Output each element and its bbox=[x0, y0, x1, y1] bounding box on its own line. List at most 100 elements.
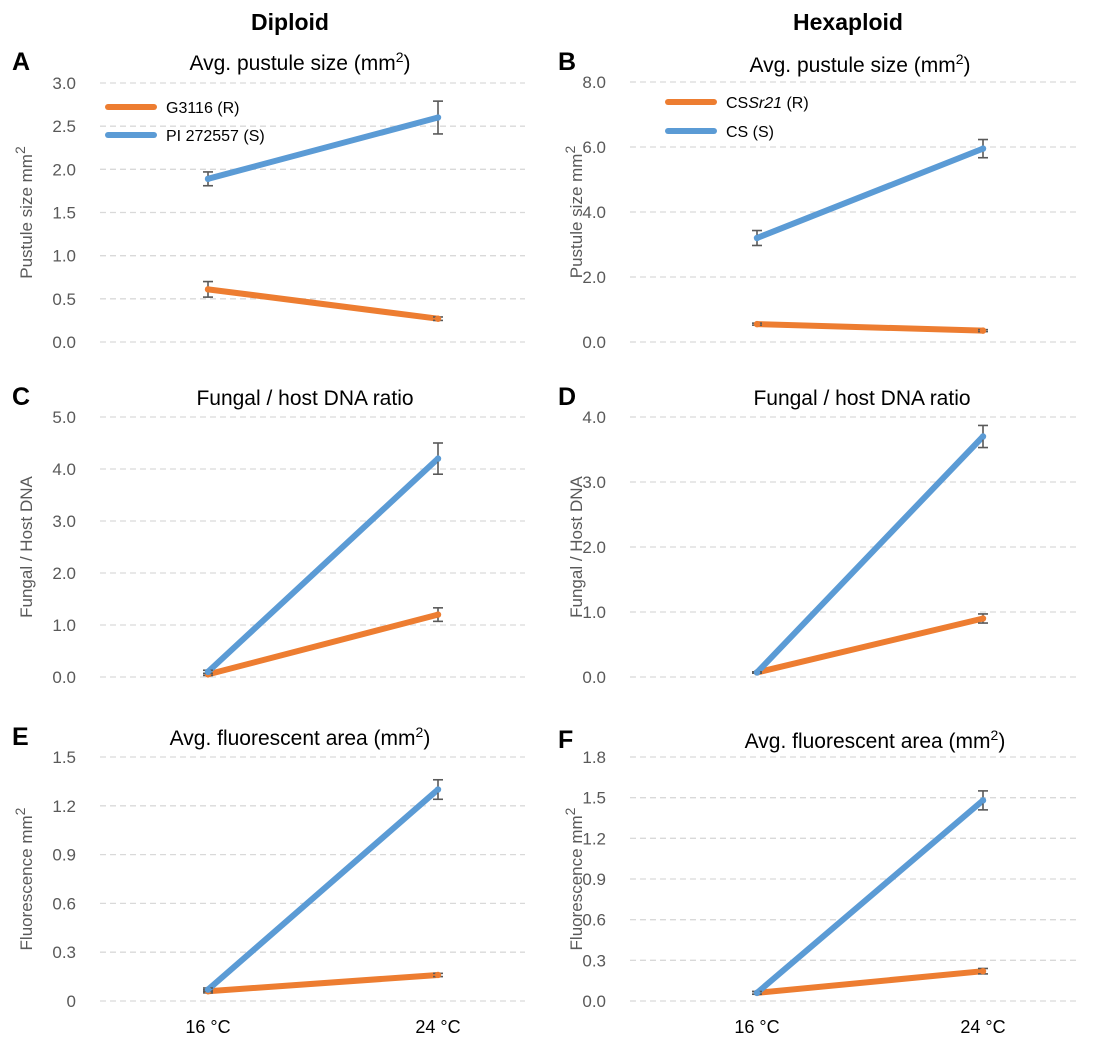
panel-a: A Avg. pustule size (mm2)0.00.51.01.52.02… bbox=[12, 48, 525, 352]
y-tick-label: 1.5 bbox=[52, 748, 76, 767]
data-point bbox=[979, 145, 987, 152]
y-tick-label: 1.8 bbox=[582, 748, 606, 767]
panel-title-end: ) bbox=[963, 54, 970, 77]
panel-title-main: Fungal / host DNA ratio bbox=[753, 387, 970, 410]
y-axis-label: Fluorescence mm2 bbox=[12, 807, 36, 950]
y-axis-label-sup: 2 bbox=[562, 807, 578, 815]
legend-label-italic: Sr21 bbox=[748, 95, 782, 112]
data-point bbox=[753, 669, 761, 676]
series-line-susceptible bbox=[205, 114, 441, 182]
y-axis-label: Pustule size mm2 bbox=[12, 146, 36, 279]
y-tick-label: 3.0 bbox=[52, 74, 76, 93]
series-line-resistant bbox=[205, 286, 441, 322]
panel-title-main: Avg. pustule size (mm bbox=[750, 54, 956, 77]
y-tick-label: 5.0 bbox=[52, 408, 76, 427]
y-tick-label: 1.0 bbox=[582, 603, 606, 622]
series-line-susceptible bbox=[205, 455, 441, 675]
series-line-susceptible bbox=[205, 786, 441, 993]
y-tick-label: 0.9 bbox=[52, 846, 76, 865]
y-tick-label: 2.0 bbox=[52, 160, 76, 179]
panel-title-main: Avg. fluorescent area (mm bbox=[745, 730, 991, 753]
legend-label-prefix: CS bbox=[726, 95, 748, 112]
y-axis-label-main: Pustule size mm bbox=[17, 154, 36, 279]
data-point bbox=[979, 433, 987, 440]
panel-title-end: ) bbox=[998, 730, 1005, 753]
data-point bbox=[753, 320, 761, 328]
panel-title-main: Fungal / host DNA ratio bbox=[196, 387, 413, 410]
series-line-resistant bbox=[754, 615, 986, 676]
y-tick-label: 0.6 bbox=[52, 894, 76, 913]
panel-letter: F bbox=[558, 726, 573, 754]
legend-label: PI 272557 (S) bbox=[166, 128, 265, 145]
panel-letter: A bbox=[12, 48, 30, 76]
y-tick-label: 0.9 bbox=[582, 870, 606, 889]
y-tick-label: 0 bbox=[67, 992, 76, 1011]
legend-label: CSSr21 (R) bbox=[726, 95, 809, 112]
x-tick-label: 24 °C bbox=[960, 1017, 1005, 1037]
data-point bbox=[204, 286, 212, 293]
panel-letter: D bbox=[558, 383, 576, 411]
data-point bbox=[979, 615, 987, 622]
legend-label: CS (S) bbox=[726, 124, 774, 141]
y-axis-label-sup: 2 bbox=[562, 146, 578, 154]
y-tick-label: 0.5 bbox=[52, 290, 76, 309]
legend-label-suffix: (R) bbox=[782, 95, 809, 112]
y-axis-label-sup: 2 bbox=[12, 807, 28, 815]
data-point bbox=[979, 327, 987, 334]
x-tick-label: 16 °C bbox=[185, 1017, 230, 1037]
y-tick-label: 2.0 bbox=[52, 564, 76, 583]
panel-title-end: ) bbox=[423, 727, 430, 750]
y-axis-label-main: Fluorescence mm bbox=[567, 815, 586, 950]
y-tick-label: 0.3 bbox=[52, 943, 76, 962]
series-line-resistant bbox=[754, 321, 986, 334]
data-point bbox=[753, 989, 761, 997]
panel-letter: B bbox=[558, 48, 576, 76]
y-tick-label: 0.0 bbox=[582, 668, 606, 687]
data-point bbox=[434, 786, 442, 793]
panel-e: E Avg. fluorescent area (mm2)00.30.60.91.… bbox=[12, 723, 525, 1037]
y-tick-label: 3.0 bbox=[582, 473, 606, 492]
y-tick-label: 2.5 bbox=[52, 117, 76, 136]
panel-title-sup: 2 bbox=[991, 727, 999, 743]
x-tick-label: 24 °C bbox=[415, 1017, 460, 1037]
y-tick-label: 4.0 bbox=[582, 203, 606, 222]
y-axis-label: Fluorescence mm2 bbox=[562, 807, 586, 950]
y-axis-label-main: Fluorescence mm bbox=[17, 815, 36, 950]
data-point bbox=[204, 668, 212, 675]
y-tick-label: 2.0 bbox=[582, 538, 606, 557]
panel-letter: E bbox=[12, 723, 29, 751]
y-tick-label: 1.2 bbox=[582, 829, 606, 848]
data-point bbox=[204, 175, 212, 183]
y-axis-label-main: Fungal / Host DNA bbox=[567, 475, 586, 617]
y-axis-label: Fungal / Host DNA bbox=[17, 475, 36, 617]
series-line-susceptible bbox=[754, 145, 986, 241]
series-line-susceptible bbox=[754, 797, 986, 996]
y-tick-label: 0.0 bbox=[52, 333, 76, 352]
y-axis-label: Fungal / Host DNA bbox=[567, 475, 586, 617]
y-tick-label: 8.0 bbox=[582, 73, 606, 92]
column-header-hexaploid: Hexaploid bbox=[793, 9, 903, 35]
panel-title: Avg. pustule size (mm2) bbox=[750, 51, 971, 77]
panel-title: Avg. pustule size (mm2) bbox=[190, 49, 411, 75]
y-axis-label-sup: 2 bbox=[12, 146, 28, 154]
series-line-resistant bbox=[205, 611, 441, 678]
panel-d: D Fungal / host DNA ratio 0.0 1.0 2.0 3.0 4.0 F… bbox=[558, 383, 1080, 687]
series-line-resistant bbox=[205, 971, 441, 995]
y-tick-label: 1.2 bbox=[52, 797, 76, 816]
panel-title: Fungal / host DNA ratio bbox=[753, 387, 970, 410]
column-header-diploid: Diploid bbox=[251, 9, 329, 35]
data-point bbox=[204, 986, 212, 993]
series-line-susceptible bbox=[754, 433, 986, 676]
panel-title: Avg. fluorescent area (mm2) bbox=[745, 727, 1006, 753]
x-tick-label: 16 °C bbox=[734, 1017, 779, 1037]
panel-title-main: Avg. pustule size (mm bbox=[190, 52, 396, 75]
data-point bbox=[434, 455, 442, 462]
y-tick-label: 0.3 bbox=[582, 951, 606, 970]
y-tick-label: 4.0 bbox=[582, 408, 606, 427]
panel-title-sup: 2 bbox=[416, 724, 424, 740]
panel-c: C Fungal / host DNA ratio 0.0 1.0 2.0 3.0 4.0 5… bbox=[12, 383, 525, 687]
legend-label: G3116 (R) bbox=[166, 100, 240, 117]
data-point bbox=[434, 315, 442, 322]
y-tick-label: 3.0 bbox=[52, 512, 76, 531]
y-tick-label: 0.0 bbox=[582, 333, 606, 352]
